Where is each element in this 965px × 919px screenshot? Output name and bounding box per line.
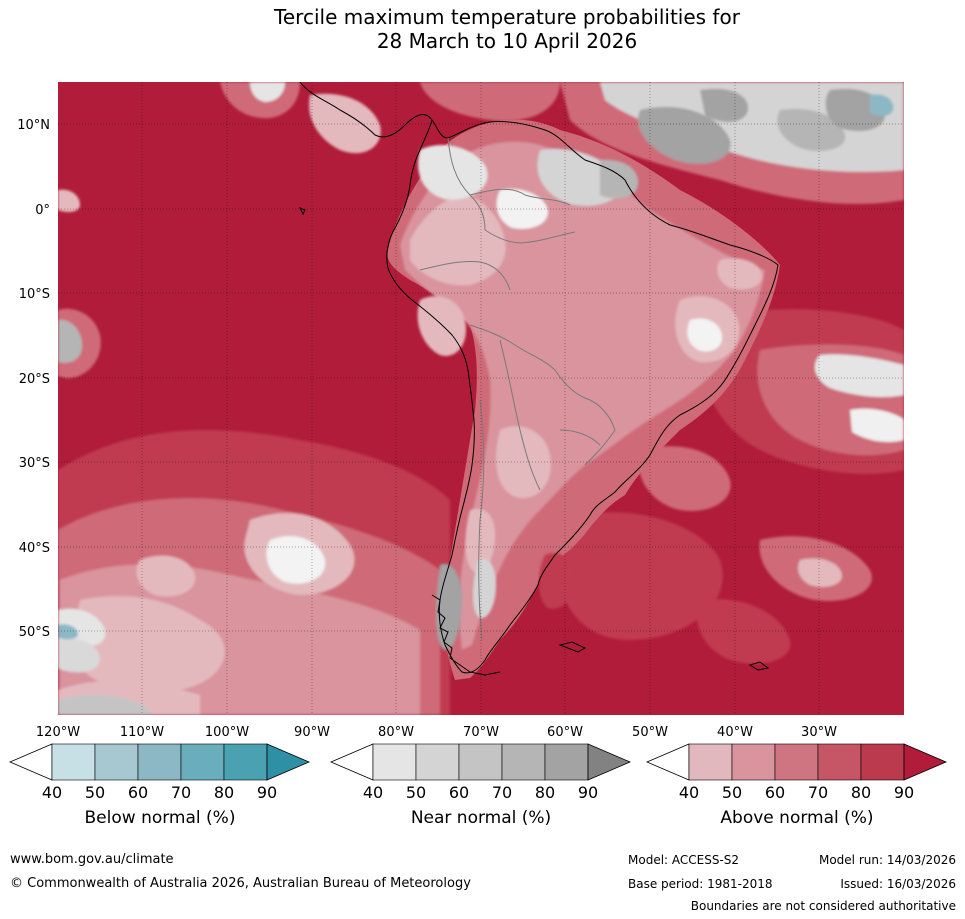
lat-label-10s: 10°S — [19, 287, 50, 302]
lat-label-30s: 30°S — [19, 456, 50, 471]
below-colorbar-tick-label: 70 — [171, 783, 191, 802]
below-normal-title: Below normal (%) — [84, 808, 236, 828]
near-colorbar-tick-label: 40 — [363, 783, 383, 802]
lat-label-10n: 10°N — [17, 118, 50, 133]
above-colorbar-tick-label: 50 — [722, 783, 742, 802]
lon-label-80w: 80°W — [378, 725, 414, 740]
above-colorbar-segment — [817, 743, 862, 781]
near-colorbar-segment — [458, 743, 503, 781]
near-normal-title: Near normal (%) — [410, 808, 552, 828]
below-colorbar-tick-label: 80 — [214, 783, 234, 802]
lon-label-110w: 110°W — [120, 725, 164, 740]
footer-model-run: Model run: 14/03/2026 — [818, 853, 956, 867]
lon-label-60w: 60°W — [547, 725, 583, 740]
below-colorbar-min-arrow — [8, 743, 53, 781]
near-colorbar-tick-label: 70 — [492, 783, 512, 802]
country-borders — [419, 137, 616, 641]
near-colorbar-segment — [544, 743, 589, 781]
above-normal-title: Above normal (%) — [720, 808, 874, 828]
above-colorbar-tick-label: 40 — [679, 783, 699, 802]
lon-label-50w: 50°W — [632, 725, 668, 740]
south-america-field — [387, 119, 780, 680]
near-colorbar-segment — [501, 743, 546, 781]
near-colorbar-tick-label: 50 — [406, 783, 426, 802]
footer-issued: Issued: 16/03/2026 — [840, 877, 956, 891]
near-colorbar-tick-label: 90 — [578, 783, 598, 802]
below-colorbar-segment — [180, 743, 225, 781]
near-colorbar-max-arrow — [587, 743, 632, 781]
above-colorbar-segment — [731, 743, 776, 781]
lat-label-0: 0° — [35, 203, 50, 218]
above-colorbar-segment — [860, 743, 905, 781]
near-colorbar-min-arrow — [329, 743, 374, 781]
below-colorbar-tick-label: 50 — [85, 783, 105, 802]
near-colorbar-tick-label: 60 — [449, 783, 469, 802]
graticule — [58, 82, 904, 715]
footer-model: Model: ACCESS-S2 — [628, 853, 740, 867]
below-colorbar-tick-label: 60 — [128, 783, 148, 802]
above-colorbar-min-arrow — [645, 743, 690, 781]
lon-label-90w: 90°W — [294, 725, 330, 740]
above-colorbar-tick-label: 90 — [894, 783, 914, 802]
above-colorbar-tick-label: 70 — [808, 783, 828, 802]
below-colorbar-tick-label: 90 — [257, 783, 277, 802]
title-line-2: 28 March to 10 April 2026 — [376, 29, 638, 53]
near-colorbar-segment — [372, 743, 417, 781]
latitude-labels: 10°N 0° 10°S 20°S 30°S 40°S 50°S — [17, 118, 50, 640]
probability-field — [58, 82, 904, 715]
near-colorbar-tick-label: 80 — [535, 783, 555, 802]
north-patches — [58, 82, 904, 213]
south-pacific-patches — [58, 308, 450, 715]
lat-label-20s: 20°S — [19, 372, 50, 387]
above-colorbar-segment — [688, 743, 733, 781]
near-colorbar-segment — [415, 743, 460, 781]
below-colorbar-segment — [223, 743, 268, 781]
below-colorbar-segment — [51, 743, 96, 781]
below-colorbar-tick-label: 40 — [42, 783, 62, 802]
footer-base-period: Base period: 1981-2018 — [628, 877, 773, 891]
footer-copyright: © Commonwealth of Australia 2026, Austra… — [10, 876, 471, 891]
lon-label-70w: 70°W — [463, 725, 499, 740]
above-colorbar-segment — [774, 743, 819, 781]
footer-disclaimer: Boundaries are not considered authoritat… — [690, 899, 956, 913]
below-colorbar-segment — [94, 743, 139, 781]
lon-label-100w: 100°W — [205, 725, 249, 740]
below-colorbar-max-arrow — [266, 743, 311, 781]
above-colorbar-tick-label: 60 — [765, 783, 785, 802]
lon-label-30w: 30°W — [801, 725, 837, 740]
lat-label-40s: 40°S — [19, 541, 50, 556]
title-line-1: Tercile maximum temperature probabilitie… — [274, 5, 740, 29]
map-title: Tercile maximum temperature probabilitie… — [0, 5, 965, 53]
coastlines — [298, 82, 779, 676]
longitude-labels: 120°W 110°W 100°W 90°W 80°W 70°W 60°W 50… — [36, 725, 837, 740]
above-colorbar-max-arrow — [903, 743, 948, 781]
lon-label-40w: 40°W — [717, 725, 753, 740]
footer-url[interactable]: www.bom.gov.au/climate — [10, 852, 174, 867]
below-colorbar-segment — [137, 743, 182, 781]
lon-label-120w: 120°W — [36, 725, 80, 740]
above-colorbar-tick-label: 80 — [851, 783, 871, 802]
colorbars: 40 50 60 70 80 90 40 50 60 70 80 90 40 50 60 70 80 90 — [8, 743, 948, 802]
lat-label-50s: 50°S — [19, 625, 50, 640]
